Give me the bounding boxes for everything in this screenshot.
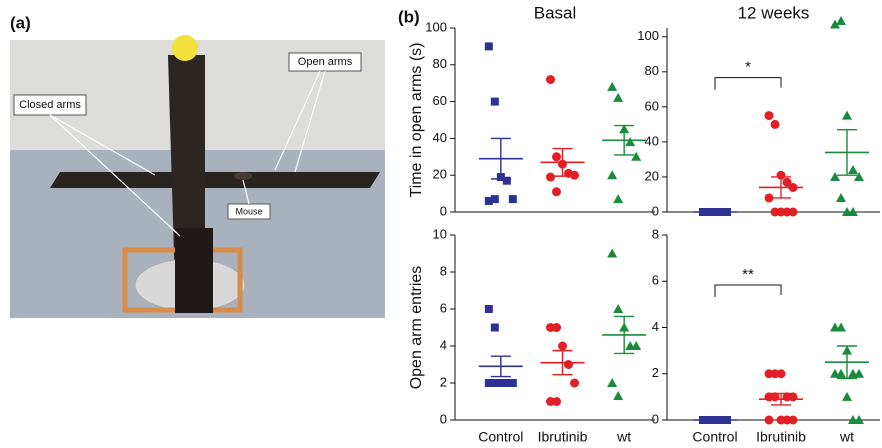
data-point [508, 379, 517, 387]
y-tick-label: 80 [433, 56, 447, 71]
data-point [607, 378, 618, 387]
data-point [631, 151, 642, 161]
data-point [570, 378, 579, 388]
data-point [613, 92, 624, 102]
data-point [836, 192, 846, 202]
y-tick-label: 4 [652, 319, 659, 334]
y-tick-label: 8 [652, 226, 659, 241]
y-tick-label: 20 [645, 168, 659, 183]
data-point [484, 196, 493, 205]
data-point [558, 341, 567, 351]
y-tick-label: 6 [652, 273, 659, 288]
y-tick-label: 100 [425, 19, 447, 34]
data-point [764, 193, 774, 203]
photo: Open arms Closed arms Mouse [10, 35, 385, 318]
significance-bracket [714, 284, 782, 297]
y-tick-label: 60 [433, 93, 447, 108]
data-point [484, 305, 493, 313]
significance-label: ** [742, 266, 754, 283]
y-tick-label: 0 [652, 411, 659, 426]
data-point [502, 176, 511, 185]
data-point [607, 248, 618, 258]
data-point [854, 415, 864, 424]
y-tick-label: 8 [440, 263, 447, 278]
data-point [613, 390, 624, 400]
x-tick-label: Control [692, 429, 737, 445]
data-point [546, 75, 555, 85]
data-point [854, 368, 864, 378]
data-point [854, 171, 864, 181]
panel-label: (b) [398, 7, 420, 26]
y-tick-label: 40 [645, 133, 659, 148]
y-tick-label: 2 [440, 374, 447, 389]
data-point [552, 323, 561, 332]
data-point [830, 19, 840, 29]
y-tick-label: 20 [433, 167, 447, 182]
data-point [552, 152, 561, 162]
data-point [842, 391, 852, 401]
data-point [836, 15, 846, 25]
y-tick-label: 10 [433, 226, 447, 241]
data-point [830, 171, 840, 181]
data-point [764, 111, 774, 121]
data-point [484, 379, 493, 387]
y-tick-label: 0 [440, 203, 447, 218]
data-point [613, 194, 624, 204]
data-point [782, 177, 792, 187]
x-tick-label: wt [839, 429, 854, 445]
significance-label: * [745, 59, 751, 76]
data-point [842, 110, 852, 120]
data-point [848, 164, 858, 174]
y-axis-label: Time in open arms (s) [408, 43, 425, 198]
data-point [770, 119, 780, 129]
data-point [788, 207, 798, 217]
x-tick-label: wt [616, 429, 631, 445]
data-point [552, 397, 561, 406]
data-point [490, 97, 499, 106]
data-point [502, 379, 511, 387]
data-point [496, 379, 505, 387]
y-tick-label: 0 [440, 411, 447, 426]
data-point [848, 207, 858, 216]
panel-label: (a) [10, 13, 31, 32]
data-point [625, 137, 636, 147]
y-tick-label: 80 [645, 63, 659, 78]
data-point [764, 415, 774, 425]
data-point [546, 172, 555, 182]
y-tick-label: 60 [645, 98, 659, 113]
x-tick-label: Ibrutinib [538, 429, 588, 445]
x-tick-label: Control [478, 429, 523, 445]
y-tick-label: 100 [637, 28, 659, 43]
y-axis-label: Open arm entries [408, 266, 425, 390]
data-point [836, 322, 846, 332]
chart-title: 12 weeks [738, 3, 810, 22]
data-point [613, 304, 624, 313]
data-point [484, 42, 493, 51]
significance-bracket [714, 77, 782, 90]
y-tick-label: 40 [433, 130, 447, 145]
y-tick-label: 6 [440, 300, 447, 315]
y-tick-label: 2 [652, 365, 659, 380]
data-point [788, 415, 798, 425]
data-point [552, 187, 561, 197]
data-point [607, 81, 618, 91]
data-point [631, 341, 642, 350]
photo-label: Mouse [235, 206, 262, 216]
x-tick-label: Ibrutinib [756, 429, 806, 445]
chart-title: Basal [534, 3, 577, 22]
data-point [836, 368, 846, 378]
photo-label: Open arms [298, 56, 353, 68]
data-point [490, 379, 499, 387]
data-point [776, 369, 786, 379]
photo-label: Closed arms [19, 99, 81, 111]
data-point [564, 360, 573, 369]
data-point [490, 195, 499, 204]
y-tick-label: 4 [440, 337, 447, 352]
data-point [490, 323, 499, 332]
data-point [508, 195, 517, 204]
y-tick-label: 0 [652, 203, 659, 218]
data-point [570, 170, 579, 180]
data-point [607, 170, 618, 180]
